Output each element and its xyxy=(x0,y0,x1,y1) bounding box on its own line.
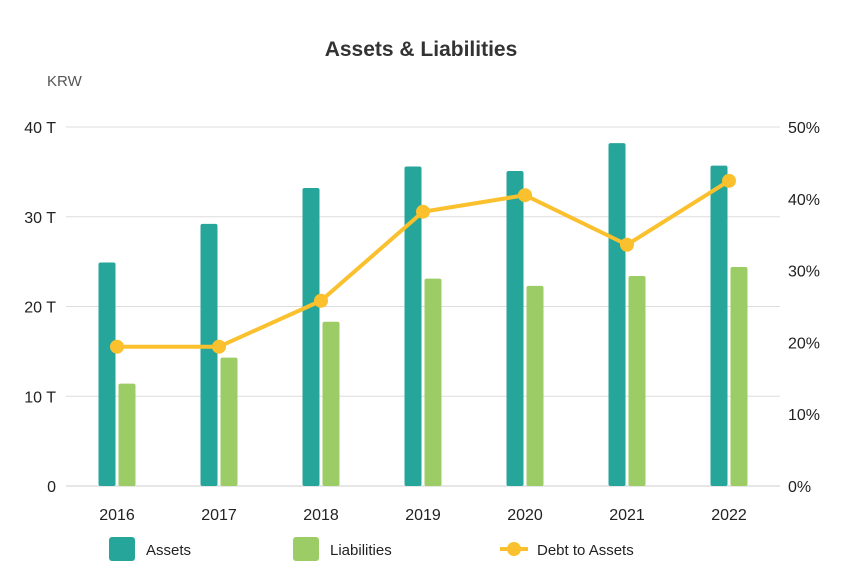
line-point xyxy=(110,339,124,354)
x-axis-tick-label: 2018 xyxy=(303,507,339,524)
right-axis-tick-label: 30% xyxy=(788,264,820,281)
bars xyxy=(98,143,748,487)
right-axis-tick-label: 0% xyxy=(788,479,811,496)
line-point xyxy=(518,188,532,203)
gridlines xyxy=(66,126,780,487)
x-axis-tick-label: 2022 xyxy=(711,507,747,524)
x-axis-tick-label: 2020 xyxy=(507,507,543,524)
bar-liabilities xyxy=(628,275,646,486)
bar-assets xyxy=(302,188,320,486)
legend-swatch xyxy=(293,537,319,561)
bar-liabilities xyxy=(322,321,340,486)
x-axis-ticks: 2016 2017 2018 2019 2020 2021 2022 xyxy=(99,507,747,524)
bar-assets xyxy=(404,166,422,487)
line-point xyxy=(314,293,328,308)
bar-liabilities xyxy=(526,285,544,486)
right-axis-tick-label: 20% xyxy=(788,335,820,352)
x-axis-tick-label: 2016 xyxy=(99,507,135,524)
y-axis-unit-label: KRW xyxy=(47,73,83,90)
left-axis-tick-label: 0 xyxy=(47,479,56,496)
x-axis-tick-label: 2017 xyxy=(201,507,237,524)
chart-title: Assets & Liabilities xyxy=(325,38,518,61)
bar-liabilities xyxy=(118,383,136,486)
legend: Assets Liabilities Debt to Assets xyxy=(109,537,634,561)
bar-assets xyxy=(710,165,728,486)
right-axis-tick-label: 50% xyxy=(788,120,820,137)
line-point xyxy=(416,204,430,219)
x-axis-tick-label: 2019 xyxy=(405,507,441,524)
right-axis-tick-label: 40% xyxy=(788,192,820,209)
legend-swatch xyxy=(109,537,135,561)
left-axis-tick-label: 40 T xyxy=(24,120,56,137)
legend-label: Assets xyxy=(146,542,191,559)
bar-liabilities xyxy=(220,357,238,486)
bar-assets xyxy=(608,143,626,486)
right-axis-tick-label: 10% xyxy=(788,407,820,424)
legend-label: Debt to Assets xyxy=(537,542,634,559)
debt-to-assets-line xyxy=(110,173,736,354)
right-axis-ticks: 0% 10% 20% 30% 40% 50% xyxy=(788,120,820,496)
legend-item-debt-to-assets[interactable]: Debt to Assets xyxy=(500,542,634,559)
x-axis-tick-label: 2021 xyxy=(609,507,645,524)
legend-label: Liabilities xyxy=(330,542,392,559)
bar-assets xyxy=(506,170,524,487)
left-axis-tick-label: 20 T xyxy=(24,300,56,317)
legend-marker xyxy=(507,542,521,556)
left-axis-tick-label: 30 T xyxy=(24,210,56,227)
left-axis-ticks: 0 10 T 20 T 30 T 40 T xyxy=(24,120,56,496)
line-point xyxy=(722,173,736,188)
bar-assets xyxy=(98,262,116,486)
legend-item-liabilities[interactable]: Liabilities xyxy=(293,537,392,561)
legend-item-assets[interactable]: Assets xyxy=(109,537,191,561)
bar-liabilities xyxy=(424,278,442,486)
left-axis-tick-label: 10 T xyxy=(24,389,56,406)
bar-assets xyxy=(200,223,218,486)
line-point xyxy=(212,339,226,354)
line-point xyxy=(620,237,634,252)
bar-liabilities xyxy=(730,267,748,486)
